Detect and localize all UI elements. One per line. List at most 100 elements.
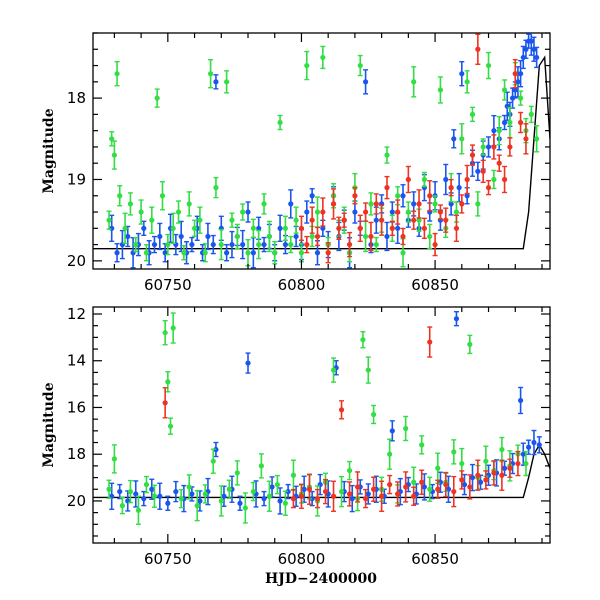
data-point xyxy=(357,62,363,69)
data-point xyxy=(501,87,508,93)
data-point xyxy=(117,488,123,495)
data-point xyxy=(122,225,128,231)
data-point xyxy=(242,505,248,511)
data-point xyxy=(320,225,326,231)
y-tick-label: 18 xyxy=(67,89,86,107)
data-point xyxy=(464,176,470,183)
data-point xyxy=(293,217,299,223)
data-point xyxy=(421,225,427,231)
data-point xyxy=(274,481,281,488)
data-point xyxy=(531,439,537,446)
data-point xyxy=(496,128,502,134)
data-point xyxy=(250,225,256,231)
data-point xyxy=(501,465,508,471)
data-point xyxy=(207,71,214,77)
data-point xyxy=(213,185,219,191)
data-point xyxy=(154,95,160,101)
data-point xyxy=(322,488,329,495)
data-point xyxy=(135,507,142,513)
data-point xyxy=(330,201,337,207)
data-point xyxy=(109,225,115,231)
data-point xyxy=(229,241,235,248)
x-tick-label: 60850 xyxy=(411,550,459,568)
data-point xyxy=(277,225,283,231)
data-point xyxy=(173,488,179,495)
data-point xyxy=(301,486,307,492)
x-axis-title: HJD−2400000 xyxy=(265,571,377,587)
y-tick-label: 20 xyxy=(67,492,86,510)
data-point xyxy=(515,79,521,85)
data-point xyxy=(282,500,289,506)
data-point xyxy=(309,193,315,199)
data-point xyxy=(389,428,395,434)
data-point xyxy=(467,484,473,490)
data-point xyxy=(499,446,505,453)
data-point xyxy=(159,193,166,199)
data-point xyxy=(403,425,409,432)
data-point xyxy=(451,449,457,455)
data-point xyxy=(309,233,315,240)
top-panel: 60750 60800 60850 18 19 20 Magnitude xyxy=(41,32,551,294)
data-point xyxy=(464,79,470,85)
data-point xyxy=(218,498,224,504)
data-point xyxy=(298,250,305,256)
data-point xyxy=(181,250,187,256)
data-point xyxy=(288,201,294,207)
data-point xyxy=(518,71,524,77)
data-point xyxy=(277,119,283,126)
data-point xyxy=(261,201,267,207)
data-point xyxy=(202,250,208,256)
data-point xyxy=(459,460,465,467)
data-point xyxy=(237,500,243,506)
data-point xyxy=(507,465,513,471)
data-point xyxy=(162,400,168,406)
data-point xyxy=(106,217,112,223)
data-point xyxy=(127,201,134,207)
data-point xyxy=(411,493,417,499)
model-curve xyxy=(93,55,550,250)
data-point xyxy=(371,411,377,418)
bottom-panel-tick-labels: 60750 60800 60850 12 14 16 18 20 xyxy=(67,305,459,568)
data-point xyxy=(143,250,150,256)
data-point xyxy=(435,486,441,492)
data-point xyxy=(314,496,321,502)
data-point xyxy=(469,111,476,117)
data-point xyxy=(485,62,492,69)
data-point xyxy=(405,209,411,215)
data-point xyxy=(141,496,147,502)
data-point xyxy=(534,54,540,61)
data-point xyxy=(170,225,176,231)
data-point xyxy=(384,233,390,240)
data-point xyxy=(485,185,492,191)
data-point xyxy=(403,484,409,490)
data-point xyxy=(149,486,155,492)
data-point xyxy=(419,442,425,448)
data-point xyxy=(277,498,283,504)
data-point xyxy=(325,250,331,256)
data-point xyxy=(467,341,473,347)
data-point xyxy=(534,136,540,142)
data-point xyxy=(285,488,291,495)
data-point xyxy=(338,488,345,495)
data-point xyxy=(114,250,120,256)
data-point xyxy=(395,225,401,231)
data-point xyxy=(518,119,524,126)
data-point xyxy=(309,217,315,223)
x-tick-label: 60850 xyxy=(411,276,459,294)
data-point xyxy=(400,250,406,256)
data-point xyxy=(151,493,158,499)
data-point xyxy=(165,379,171,385)
data-point xyxy=(189,491,195,497)
data-point xyxy=(501,119,508,126)
data-point xyxy=(491,144,497,150)
data-point xyxy=(282,225,289,231)
data-point xyxy=(443,481,449,488)
data-point xyxy=(290,496,297,502)
data-point xyxy=(346,491,353,497)
data-point xyxy=(261,496,267,502)
data-point xyxy=(138,209,144,215)
data-point xyxy=(379,493,385,499)
data-point xyxy=(234,470,240,476)
data-point xyxy=(111,456,117,462)
